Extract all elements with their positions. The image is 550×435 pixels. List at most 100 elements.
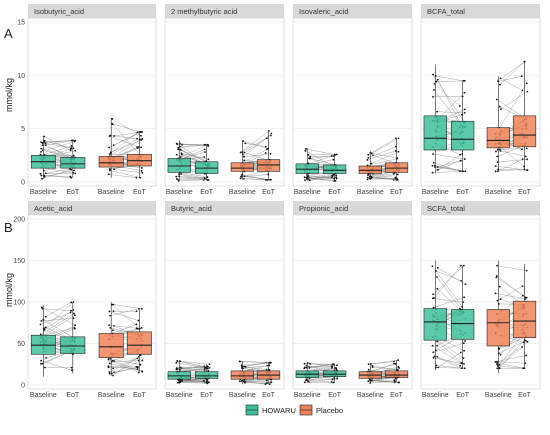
data-point: [141, 360, 143, 362]
data-point: [368, 363, 370, 365]
data-point: [432, 265, 434, 267]
x-tick-label: Baseline: [166, 189, 193, 196]
data-point: [522, 285, 524, 287]
data-point: [304, 176, 306, 178]
data-point: [243, 156, 245, 158]
data-point: [398, 366, 400, 368]
data-point: [459, 170, 461, 172]
data-point: [240, 152, 242, 154]
data-point: [141, 167, 143, 169]
data-point: [433, 357, 435, 359]
data-point: [332, 159, 334, 161]
data-point: [74, 328, 76, 330]
data-point: [432, 172, 434, 174]
box-howaru-eot: [195, 372, 218, 379]
data-point: [208, 381, 210, 383]
data-point: [522, 90, 524, 92]
x-tick-label: Baseline: [357, 392, 384, 399]
data-point: [437, 366, 439, 368]
data-point: [267, 365, 269, 367]
data-point: [204, 148, 206, 150]
data-point: [495, 165, 497, 167]
box-howaru-eot: [61, 157, 85, 168]
x-tick-label: EoT: [133, 189, 147, 196]
data-point: [333, 382, 335, 384]
y-tick-label: 0: [21, 180, 25, 187]
data-point: [304, 150, 306, 152]
data-point: [176, 143, 178, 145]
data-point: [436, 345, 438, 347]
data-point: [41, 178, 43, 180]
data-point: [460, 352, 462, 354]
data-point: [496, 367, 498, 369]
data-point: [525, 155, 527, 157]
data-point: [73, 313, 75, 315]
data-point: [209, 363, 211, 365]
data-point: [309, 156, 311, 158]
x-tick-label: EoT: [200, 392, 214, 399]
facet-title: 2 methylbutyric acid: [171, 7, 237, 16]
data-point: [460, 160, 462, 162]
data-point: [69, 168, 71, 170]
x-tick-label: Baseline: [229, 189, 256, 196]
x-tick-label: Baseline: [294, 392, 321, 399]
data-point: [437, 267, 439, 269]
data-point: [435, 75, 437, 77]
data-point: [367, 157, 369, 159]
data-point: [177, 148, 179, 150]
data-point: [367, 177, 369, 179]
data-point: [244, 142, 246, 144]
data-point: [45, 172, 47, 174]
data-point: [459, 105, 461, 107]
data-point: [331, 155, 333, 157]
box-placebo-baseline: [99, 334, 123, 358]
data-point: [70, 147, 72, 149]
data-point: [112, 329, 114, 331]
box-placebo-baseline: [487, 309, 510, 346]
data-point: [113, 310, 115, 312]
data-point: [70, 149, 72, 151]
data-point: [239, 361, 241, 363]
data-point: [270, 179, 272, 181]
data-point: [209, 367, 211, 369]
data-point: [270, 133, 272, 135]
data-point: [496, 364, 498, 366]
data-point: [496, 156, 498, 158]
x-tick-label: EoT: [66, 392, 80, 399]
data-point: [435, 81, 437, 83]
data-point: [140, 146, 142, 148]
data-point: [108, 359, 110, 361]
data-point: [40, 360, 42, 362]
data-point: [526, 270, 528, 272]
data-point: [463, 363, 465, 365]
y-tick-label: 50: [17, 341, 25, 348]
data-point: [367, 154, 369, 156]
data-point: [366, 179, 368, 181]
data-point: [459, 154, 461, 156]
data-point: [40, 323, 42, 325]
data-point: [240, 178, 242, 180]
facet-panel: [293, 18, 412, 186]
data-point: [500, 108, 502, 110]
data-point: [464, 109, 466, 111]
data-point: [74, 150, 76, 152]
facet-title: Propionic_acid: [299, 204, 348, 213]
data-point: [527, 341, 529, 343]
box-placebo-eot: [513, 116, 536, 147]
data-point: [433, 297, 435, 299]
y-axis-label: mmol/kg: [4, 78, 14, 112]
data-point: [332, 379, 334, 381]
data-point: [176, 360, 178, 362]
data-point: [180, 156, 182, 158]
facet-panel: [421, 18, 540, 186]
data-point: [368, 369, 370, 371]
data-point: [499, 286, 501, 288]
data-point: [371, 153, 373, 155]
data-point: [40, 151, 42, 153]
data-point: [109, 315, 111, 317]
data-point: [464, 367, 466, 369]
data-point: [336, 378, 338, 380]
data-point: [109, 373, 111, 375]
x-tick-label: Baseline: [166, 392, 193, 399]
data-point: [335, 367, 337, 369]
